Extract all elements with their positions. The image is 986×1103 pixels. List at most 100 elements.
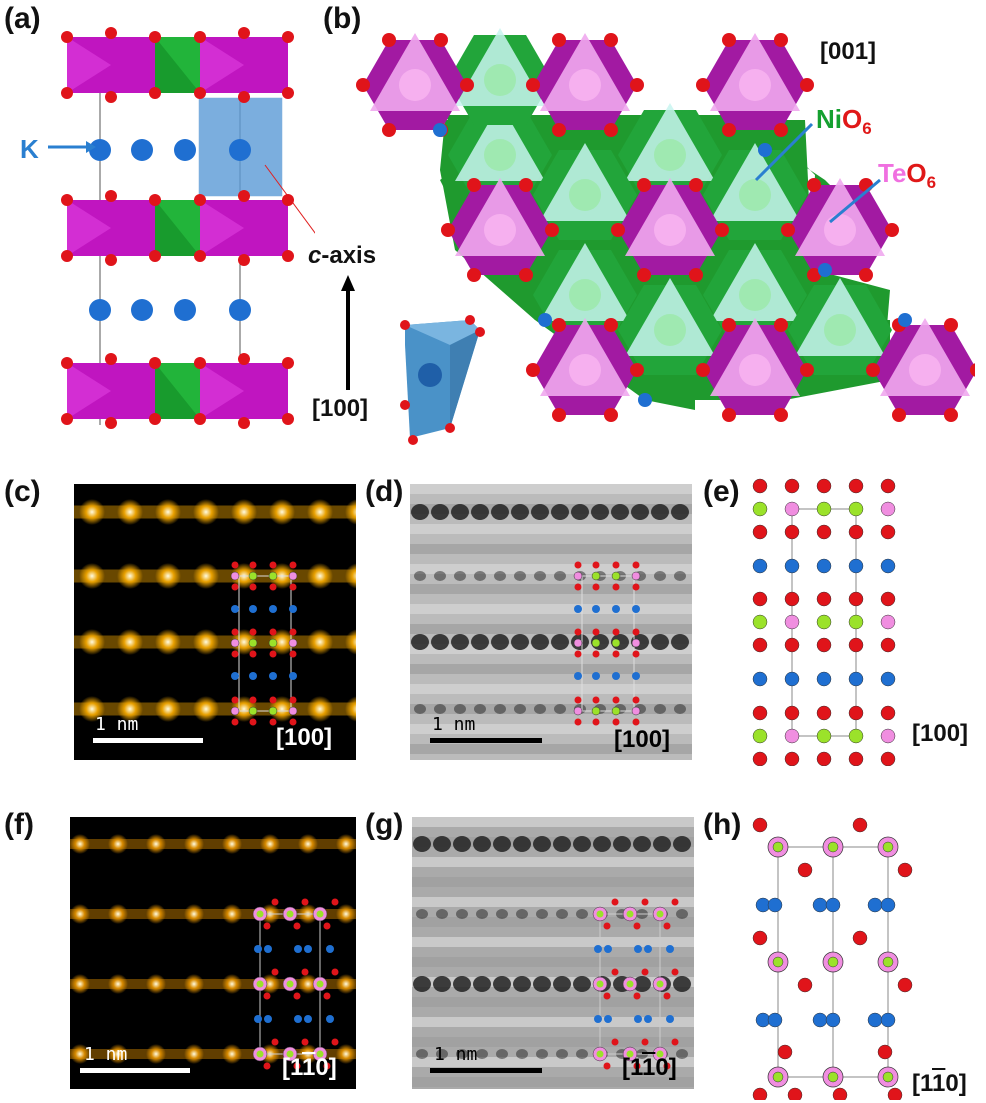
potassium-atom	[880, 1012, 896, 1028]
atom-column	[516, 909, 528, 919]
metal-atom	[631, 571, 641, 581]
atom-column	[345, 499, 356, 525]
oxygen-atom	[382, 123, 396, 137]
ni-atom	[882, 1071, 894, 1083]
atom-column	[493, 976, 511, 992]
atom-column	[494, 571, 506, 581]
atom-column	[146, 834, 166, 854]
atom-row-band	[70, 1049, 356, 1059]
background-stripe	[412, 917, 694, 927]
potassium-atom	[574, 605, 582, 613]
atom-row-band	[70, 839, 356, 849]
metal-atom	[230, 638, 240, 648]
oxygen-atom	[611, 223, 625, 237]
ni-atom	[772, 1071, 784, 1083]
oxygen-atom	[641, 968, 649, 976]
atom-column	[70, 834, 90, 854]
oxygen-atom	[592, 628, 600, 636]
oxygen-atom	[552, 33, 566, 47]
potassium-atom	[666, 945, 674, 953]
oxygen-atom	[271, 968, 279, 976]
oxygen-atom	[289, 718, 297, 726]
oxygen-atom	[774, 33, 788, 47]
ni-atom	[484, 139, 516, 171]
potassium-atom	[638, 393, 652, 407]
oxygen-atom	[632, 650, 640, 658]
atom-column	[434, 704, 446, 714]
potassium-atom	[880, 897, 896, 913]
scale-bar-d	[430, 738, 542, 743]
potassium-atom	[825, 1012, 841, 1028]
atom-column	[222, 834, 242, 854]
oxygen-atom	[231, 628, 239, 636]
oxygen-atom	[784, 637, 800, 653]
atom-column	[431, 504, 449, 520]
potassium-atom	[231, 605, 239, 613]
atom-column	[70, 1044, 90, 1064]
oxygen-atom	[630, 78, 644, 92]
atom-column	[454, 704, 466, 714]
atom-column	[117, 629, 143, 655]
atom-column	[231, 696, 257, 722]
oxygen-atom	[323, 1062, 331, 1070]
metal-atom	[816, 501, 832, 517]
oxygen-atom	[784, 478, 800, 494]
oxygen-atom	[852, 930, 868, 946]
background-stripe	[410, 564, 692, 574]
ni-atom	[654, 314, 686, 346]
ni-atom	[316, 1050, 324, 1058]
oxygen-atom	[752, 705, 768, 721]
atom-column	[473, 976, 491, 992]
atom-column	[231, 629, 257, 655]
metal-atom	[848, 501, 864, 517]
potassium-atom	[898, 313, 912, 327]
potassium-atom	[880, 671, 896, 687]
ni-atom	[596, 1050, 604, 1058]
oxygen-atom	[848, 751, 864, 766]
oxygen-atom	[592, 561, 600, 569]
metal-atom	[230, 706, 240, 716]
oxygen-atom	[271, 898, 279, 906]
oxygen-atom	[632, 561, 640, 569]
oxygen-atom	[885, 223, 899, 237]
ni-atom	[626, 1050, 634, 1058]
oxygen-atom	[604, 408, 618, 422]
oxygen-atom	[574, 583, 582, 591]
ni-atom	[656, 980, 664, 988]
oxygen-atom	[269, 583, 277, 591]
oxygen-atom	[293, 992, 301, 1000]
oxygen-atom	[722, 123, 736, 137]
atom-column	[336, 974, 356, 994]
oxygen-atom	[897, 977, 913, 993]
atom-column	[79, 563, 105, 589]
metal-atom	[268, 638, 278, 648]
oxygen-atom	[323, 992, 331, 1000]
oxygen-atom	[249, 696, 257, 704]
te-atom	[484, 214, 516, 246]
atom-column	[554, 704, 566, 714]
oxygen-atom	[289, 628, 297, 636]
oxygen-atom	[663, 992, 671, 1000]
oxygen-atom	[611, 898, 619, 906]
oxygen-atom	[944, 408, 958, 422]
oxygen-atom	[752, 591, 768, 607]
potassium-atom	[289, 672, 297, 680]
oxygen-atom	[633, 992, 641, 1000]
potassium-atom	[249, 672, 257, 680]
oxygen-atom	[637, 268, 651, 282]
atom-column	[534, 571, 546, 581]
oxygen-atoms	[61, 27, 294, 429]
potassium-atom	[867, 897, 883, 913]
potassium-atom	[326, 1015, 334, 1023]
ni-atom	[656, 910, 664, 918]
metal-atom	[631, 706, 641, 716]
atom-column	[345, 629, 356, 655]
atom-column	[184, 974, 204, 994]
oxygen-atom	[289, 561, 297, 569]
layer-top	[67, 37, 288, 93]
atom-column	[531, 634, 549, 650]
atom-row-band	[70, 909, 356, 919]
atom-column	[653, 836, 671, 852]
atom-column	[222, 904, 242, 924]
background-stripe	[412, 957, 694, 967]
